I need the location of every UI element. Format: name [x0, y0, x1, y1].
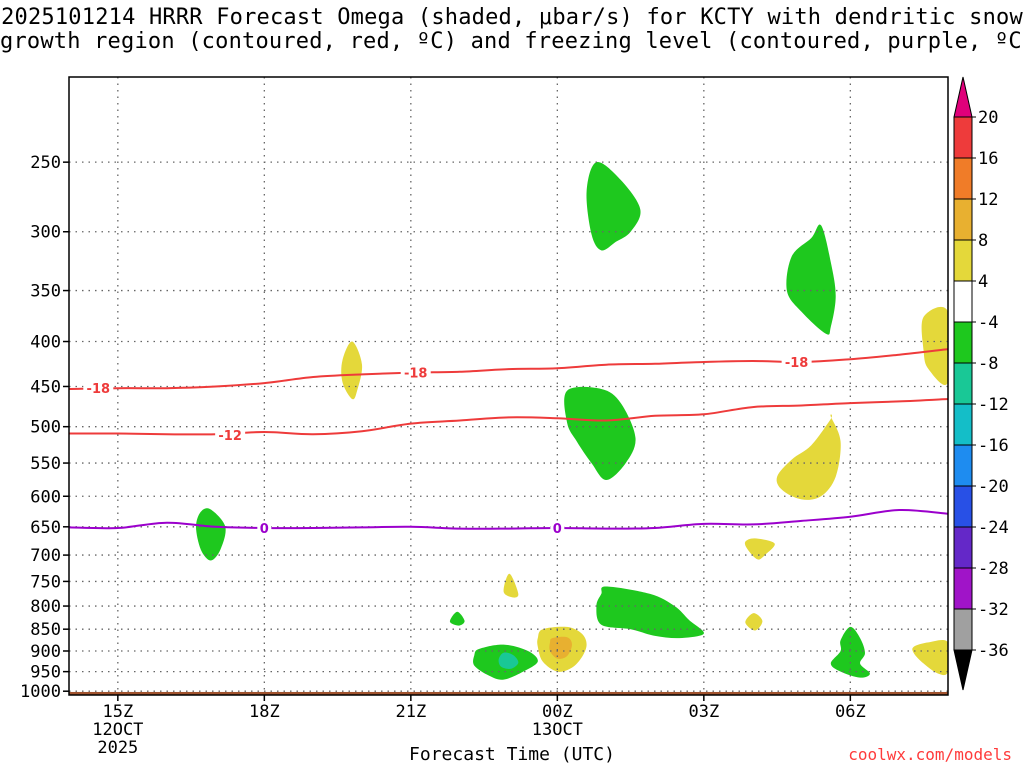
omega-region-14 [596, 586, 704, 639]
y-tick-label-450: 450 [30, 377, 61, 397]
y-tick-label-800: 800 [30, 597, 61, 617]
omega-region-2 [786, 224, 836, 335]
omega-region-10 [745, 613, 763, 631]
y-tick-label-550: 550 [30, 454, 61, 474]
omega-region-9 [503, 573, 519, 598]
omega-region-7 [921, 306, 948, 385]
colorbar-label--28: -28 [978, 559, 1009, 579]
omega-region-1 [586, 161, 641, 251]
contour-label-bg [215, 427, 246, 442]
contour-label-bg [257, 520, 272, 535]
x-tick-label-00Z: 00Z [542, 702, 573, 722]
contour--12C [68, 398, 949, 436]
colorbar-box [953, 403, 973, 446]
y-tick-label-350: 350 [30, 282, 61, 302]
colorbar-box [953, 239, 973, 282]
contour-label--18C: -18 [785, 356, 809, 371]
colorbar-label--36: -36 [978, 641, 1009, 661]
colorbar-label--24: -24 [978, 518, 1009, 538]
contour-label-bg [781, 354, 812, 369]
colorbar-bottom-arrow [953, 649, 973, 691]
colorbar-box [953, 280, 973, 323]
colorbar-label--8: -8 [978, 354, 998, 374]
colorbar-label-12: 12 [978, 190, 998, 210]
y-tick-label-1000: 1000 [20, 682, 61, 702]
y-tick-label-400: 400 [30, 333, 61, 353]
colorbar-label--12: -12 [978, 395, 1009, 415]
omega-region-8 [744, 538, 775, 560]
omega-region-3 [564, 386, 636, 480]
chart-title-line-1: 2025101214 HRRR Forecast Omega (shaded, … [1, 5, 1023, 30]
colorbar-box [953, 321, 973, 364]
omega-region-4 [196, 508, 226, 561]
x-tick-date-00Z: 13OCT [532, 720, 583, 740]
ground-layer [69, 691, 948, 695]
colorbar-box [953, 157, 973, 200]
colorbar-label--20: -20 [978, 477, 1009, 497]
contour-0C [68, 508, 949, 530]
x-axis-title: Forecast Time (UTC) [409, 744, 615, 765]
x-tick-label-21Z: 21Z [395, 702, 426, 722]
colorbar-box [953, 567, 973, 610]
colorbar-box [953, 608, 973, 651]
omega-region-13 [549, 636, 572, 659]
colorbar-label-20: 20 [978, 108, 998, 128]
colorbar-label-8: 8 [978, 231, 988, 251]
colorbar-box [953, 526, 973, 569]
omega-region-18 [498, 652, 519, 670]
omega-region-11 [912, 640, 948, 676]
contour-label--18C: -18 [404, 367, 428, 382]
contour-label-0C: 0 [553, 522, 562, 537]
y-tick-label-900: 900 [30, 642, 61, 662]
y-tick-label-950: 950 [30, 663, 61, 683]
omega-region-15 [830, 626, 870, 678]
y-tick-label-650: 650 [30, 518, 61, 538]
x-tick-label-15Z: 15Z [102, 702, 133, 722]
contour-layer: -18 -18 -18 -12 0 0 [68, 348, 949, 537]
colorbar-label-16: 16 [978, 149, 998, 169]
contour-label--18C: -18 [87, 382, 111, 397]
x-tick-label-18Z: 18Z [249, 702, 280, 722]
credit-text: coolwx.com/models [848, 745, 1012, 764]
colorbar-top-arrow [953, 76, 973, 118]
x-tick-label-06Z: 06Z [835, 702, 866, 722]
colorbar-label-4: 4 [978, 272, 988, 292]
colorbar-box [953, 116, 973, 159]
contour-label-0C: 0 [260, 522, 269, 537]
omega-region-6 [776, 414, 841, 500]
contour-label-bg [550, 520, 565, 535]
omega-shading-layer [196, 161, 948, 680]
y-tick-label-700: 700 [30, 546, 61, 566]
axes-layer: 2503003504004505005506006507007508008509… [20, 76, 949, 758]
plot-frame [68, 76, 949, 696]
y-tick-label-250: 250 [30, 153, 61, 173]
colorbar-label--16: -16 [978, 436, 1009, 456]
y-tick-label-750: 750 [30, 572, 61, 592]
colorbar: 20 16 12 8 4 -4 -8 -12 -16 -20 -24 -28 -32 -36 [953, 76, 1009, 691]
chart-title: 2025101214 HRRR Forecast Omega (shaded, … [0, 6, 1024, 54]
contour-label-bg [83, 381, 114, 396]
y-tick-label-300: 300 [30, 223, 61, 243]
grid-layer [69, 77, 948, 695]
y-tick-label-600: 600 [30, 487, 61, 507]
ground-fill [69, 691, 948, 695]
y-tick-label-500: 500 [30, 418, 61, 438]
colorbar-box [953, 198, 973, 241]
x-tick-date-15Z: 12OCT [92, 720, 143, 740]
colorbar-box [953, 362, 973, 405]
x-tick-year-15Z: 2025 [97, 738, 138, 758]
contour-label-bg [400, 365, 431, 380]
colorbar-label--4: -4 [978, 313, 998, 333]
omega-region-5 [341, 341, 363, 400]
chart-title-line-2: growth region (contoured, red, ºC) and f… [0, 29, 1024, 54]
x-tick-label-03Z: 03Z [688, 702, 719, 722]
colorbar-label--32: -32 [978, 600, 1009, 620]
contour-label--12C: -12 [218, 429, 242, 444]
colorbar-box [953, 485, 973, 528]
colorbar-box [953, 444, 973, 487]
omega-region-16 [449, 611, 465, 626]
y-tick-label-850: 850 [30, 620, 61, 640]
contour--18C [68, 348, 949, 390]
